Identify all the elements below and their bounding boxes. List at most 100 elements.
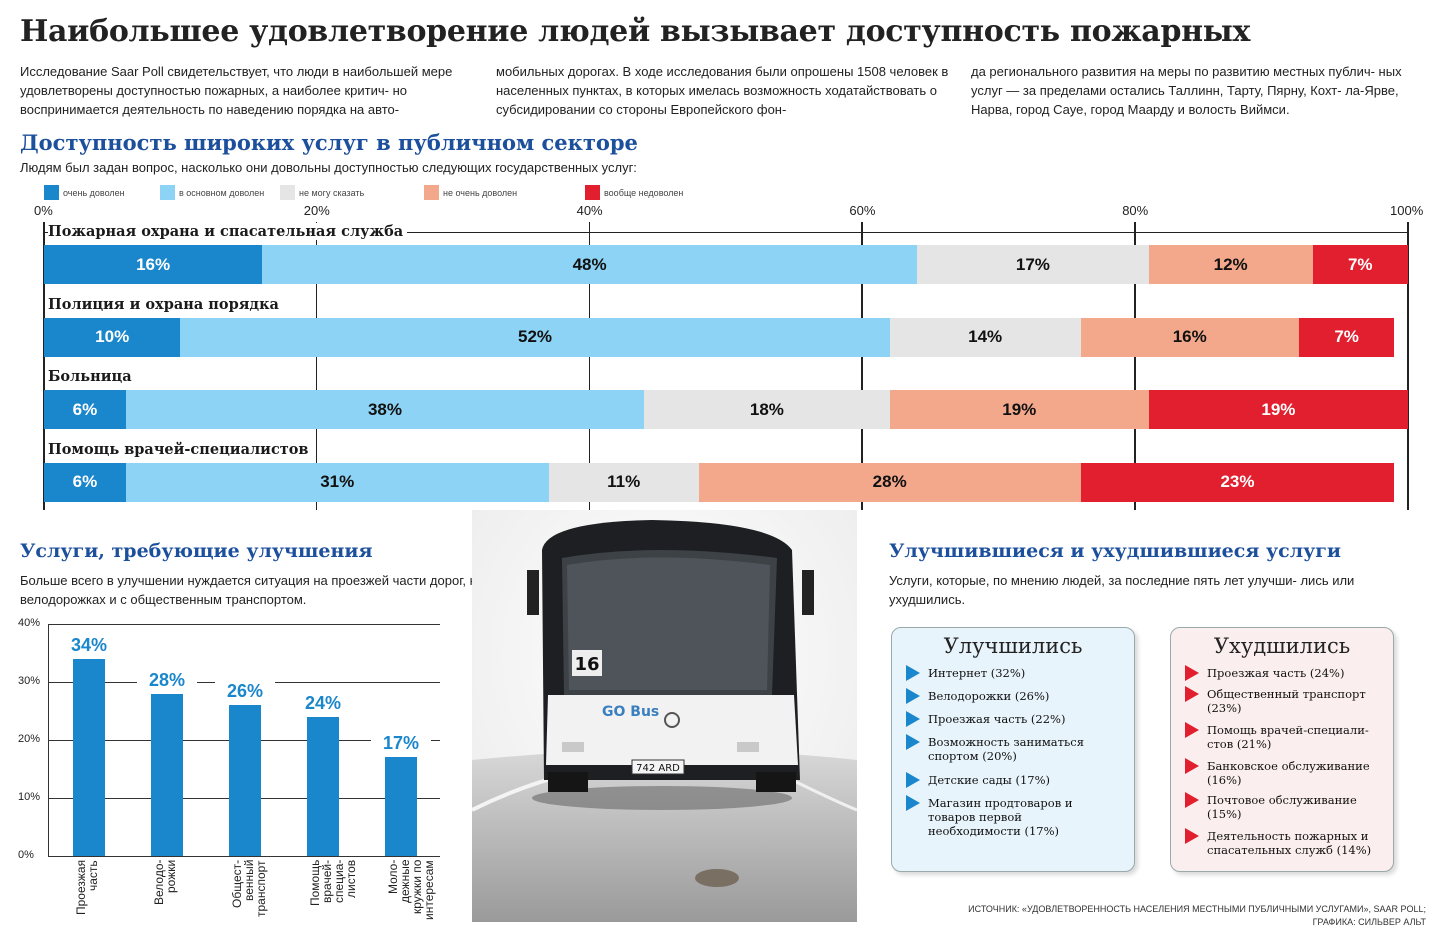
section-subtitle-public-services: Людям был задан вопрос, насколько они до…	[20, 160, 637, 175]
y-gridline	[48, 624, 440, 625]
x-axis-ticks: 0% 20% 40% 60% 80% 100%	[0, 203, 1442, 219]
bar-segment: 16%	[44, 245, 263, 284]
stacked-bar: 6% 31% 11% 28% 23%	[44, 462, 1408, 502]
improved-title: Улучшились	[943, 634, 1083, 658]
bar-value-label: 34%	[59, 634, 119, 656]
legend-label: не очень доволен	[443, 187, 518, 198]
worsened-title: Ухудшились	[1213, 634, 1351, 658]
y-tick-label: 20%	[18, 733, 41, 745]
row-label: Больница	[48, 368, 136, 385]
service-label: Помощь врачей-специали- стов (21%)	[1207, 723, 1369, 751]
gridline	[1407, 222, 1409, 510]
bar-segment: 10%	[44, 317, 181, 357]
row-label: Помощь врачей-специалистов	[48, 440, 313, 458]
arrow-icon	[906, 688, 920, 704]
service-list-item: Проезжая часть (24%)	[1185, 665, 1380, 681]
y-tick-label: 0%	[18, 849, 34, 861]
intro-column-1: Исследование Saar Poll свидетельствует, …	[20, 64, 453, 117]
section-subtitle-changed-services: Услуги, которые, по мнению людей, за пос…	[889, 573, 1355, 607]
bar-segment: 6%	[44, 462, 126, 502]
legend-label: очень доволен	[63, 187, 125, 198]
bar	[229, 705, 261, 856]
bar-segment: 6%	[44, 390, 126, 429]
section-title-changed-services: Улучшившиеся и ухудшившиеся услуги	[889, 540, 1342, 562]
arrow-icon	[1185, 722, 1199, 738]
row-label: Пожарная охрана и спасательная служба	[48, 223, 408, 240]
chart-legend: очень доволен в основном доволен не могу с…	[44, 185, 744, 201]
source-note: ИСТОЧНИК: «УДОВЛЕТВОРЕННОСТЬ НАСЕЛЕНИЯ М…	[968, 903, 1426, 929]
y-tick-label: 40%	[18, 617, 41, 629]
bar-segment: 7%	[1298, 317, 1395, 357]
arrow-icon	[906, 795, 920, 811]
arrow-icon	[1185, 828, 1199, 844]
legend-swatch	[585, 185, 600, 200]
y-gridline	[48, 856, 440, 857]
row-rule	[44, 232, 1408, 233]
service-label: Возможность заниматься спортом (20%)	[928, 735, 1084, 763]
bar-value-label: 28%	[137, 669, 197, 691]
worsened-list: Проезжая часть (24%) Общественный транспо…	[1185, 665, 1380, 857]
service-label: Интернет (32%)	[928, 666, 1026, 680]
legend-item: не могу сказать	[280, 185, 364, 200]
arrow-icon	[906, 772, 920, 788]
y-tick-label: 10%	[18, 791, 41, 803]
bar-segment: 28%	[698, 462, 1081, 502]
bar-value-label: 17%	[371, 733, 431, 755]
x-category-label: Общест- венный транспорт	[230, 860, 268, 917]
service-list-item: Магазин продтоваров и товаров первой нео…	[906, 795, 1116, 838]
x-category-label: Помощь врачей- специа- листов	[308, 860, 358, 907]
x-tick-label: 0%	[34, 203, 53, 218]
stacked-bar: 6% 38% 18% 19% 19%	[44, 390, 1408, 429]
x-tick-label: 40%	[576, 203, 603, 218]
bar-segment: 18%	[644, 390, 890, 429]
bar-segment: 7%	[1312, 245, 1408, 284]
legend-item: в основном доволен	[160, 185, 264, 200]
bus-photo: 16 GO Bus 742 ARD	[471, 510, 858, 922]
legend-label: вообще недоволен	[604, 187, 684, 198]
service-list-item: Общественный транспорт (23%)	[1185, 686, 1380, 715]
service-label: Магазин продтоваров и товаров первой нео…	[928, 796, 1073, 838]
service-list-item: Возможность заниматься спортом (20%)	[906, 734, 1116, 763]
improved-services-box: Улучшились Интернет (32%) Велодорожки (26…	[891, 627, 1135, 872]
x-category-label: Моло- дежные кружки по интересам	[386, 860, 436, 920]
vertical-bar-chart: 0% 10% 20% 30% 40% 34% Проезжая часть 28% Велодо…	[0, 610, 460, 940]
bar	[151, 693, 183, 856]
bar-segment: 48%	[262, 245, 917, 284]
bar-segment: 52%	[180, 317, 890, 357]
bar-segment: 23%	[1080, 462, 1395, 502]
y-tick-label: 30%	[18, 675, 41, 687]
bar-segment: 12%	[1148, 245, 1313, 284]
service-label: Общественный транспорт (23%)	[1207, 687, 1366, 715]
service-label: Детские сады (17%)	[928, 773, 1050, 787]
service-list-item: Детские сады (17%)	[906, 772, 1116, 788]
service-label: Велодорожки (26%)	[928, 689, 1050, 703]
section-subtitle-improvement-needed: Больше всего в улучшении нуждается ситуа…	[20, 573, 484, 607]
arrow-icon	[1185, 792, 1199, 808]
service-label: Почтовое обслуживание (15%)	[1207, 793, 1357, 821]
legend-swatch	[280, 185, 295, 200]
legend-label: в основном доволен	[179, 187, 265, 198]
legend-swatch	[44, 185, 59, 200]
service-list-item: Почтовое обслуживание (15%)	[1185, 792, 1380, 821]
legend-label: не могу сказать	[299, 187, 365, 198]
credit-line: ГРАФИКА: СИЛЬВЕР АЛЬТ	[1312, 917, 1426, 927]
service-list-item: Интернет (32%)	[906, 665, 1116, 681]
route-number: 16	[574, 654, 599, 675]
bar-value-label: 24%	[293, 692, 353, 714]
section-title-improvement-needed: Услуги, требующие улучшения	[20, 540, 373, 562]
intro-column-3: да регионального развития на меры по раз…	[971, 64, 1402, 117]
license-plate: 742 ARD	[636, 763, 680, 774]
arrow-icon	[1185, 665, 1199, 681]
x-category-label: Проезжая часть	[74, 860, 100, 916]
arrow-icon	[1185, 686, 1199, 702]
legend-item: очень доволен	[44, 185, 125, 200]
service-list-item: Проезжая часть (22%)	[906, 711, 1116, 727]
row-rule	[44, 377, 1408, 378]
bar-value-label: 26%	[215, 681, 275, 703]
source-line: ИСТОЧНИК: «УДОВЛЕТВОРЕННОСТЬ НАСЕЛЕНИЯ М…	[968, 904, 1426, 914]
service-list-item: Деятельность пожарных и спасательных слу…	[1185, 828, 1380, 857]
x-tick-label: 80%	[1122, 203, 1149, 218]
gridline	[588, 222, 591, 510]
legend-swatch	[424, 185, 439, 200]
bar-segment: 11%	[548, 462, 699, 502]
